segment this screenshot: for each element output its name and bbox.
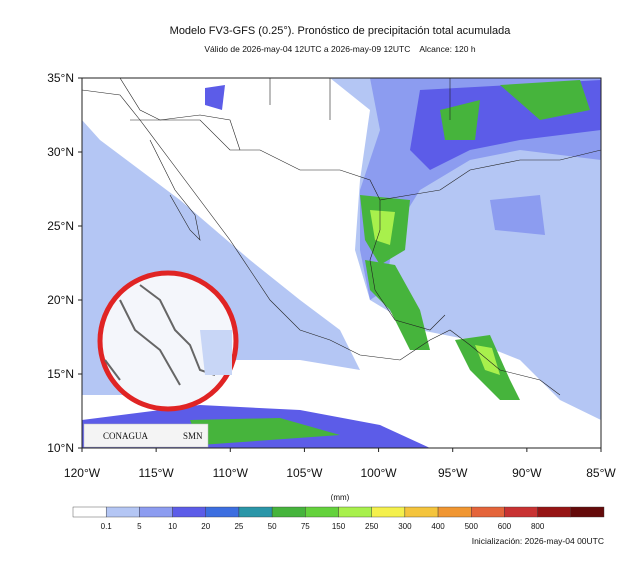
colorbar-swatch (238, 506, 273, 518)
colorbar-swatch (437, 506, 472, 518)
colorbar-label: 10 (168, 522, 177, 531)
colorbar-swatch (504, 506, 538, 518)
colorbar-swatch (338, 506, 372, 518)
colorbar-label: 25 (234, 522, 243, 531)
lat-label: 15°N (47, 367, 74, 381)
colorbar-unit: (mm) (331, 493, 350, 502)
lon-label: 100°W (360, 466, 397, 480)
lon-label: 115°W (139, 466, 175, 480)
logo-text: CONAGUA (103, 431, 149, 441)
colorbar-swatch (72, 506, 107, 518)
colorbar-label: 75 (301, 522, 310, 531)
colorbar-label: 0.1 (101, 522, 113, 531)
title: Modelo FV3-GFS (0.25°). Pronóstico de pr… (170, 25, 512, 37)
colorbar-label: 800 (531, 522, 545, 531)
colorbar-swatch (139, 506, 173, 518)
colorbar-swatch (172, 506, 206, 518)
colorbar-swatch (570, 506, 605, 518)
logo-text: SMN (183, 431, 203, 441)
lon-label: 110°W (213, 466, 249, 480)
lon-label: 90°W (512, 466, 542, 480)
colorbar-label: 5 (137, 522, 142, 531)
lon-label: 85°W (586, 466, 616, 480)
lat-label: 25°N (47, 219, 74, 233)
colorbar-label: 150 (332, 522, 346, 531)
colorbar-label: 300 (398, 522, 412, 531)
colorbar-label: 600 (498, 522, 512, 531)
colorbar-label: 500 (465, 522, 479, 531)
colorbar-swatch (537, 506, 572, 518)
colorbar-label: 400 (431, 522, 445, 531)
init-text: Inicialización: 2026-may-04 00UTC (472, 536, 604, 546)
lat-label: 35°N (47, 71, 74, 85)
lat-label: 10°N (47, 441, 74, 455)
lon-label: 105°W (286, 466, 323, 480)
colorbar-swatch (105, 506, 140, 518)
colorbar-swatch (305, 506, 339, 518)
colorbar-swatch (471, 506, 505, 518)
colorbar-swatch (271, 506, 306, 518)
colorbar-swatch (205, 506, 240, 518)
subtitle: Válido de 2026-may-04 12UTC a 2026-may-0… (204, 44, 475, 54)
colorbar-swatch (404, 506, 439, 518)
lat-label: 20°N (47, 293, 74, 307)
lon-label: 95°W (438, 466, 468, 480)
colorbar-label: 250 (365, 522, 379, 531)
colorbar-label: 50 (268, 522, 277, 531)
colorbar-swatch (371, 506, 406, 518)
lat-label: 30°N (47, 145, 74, 159)
lon-label: 120°W (64, 466, 101, 480)
colorbar: 0.1 5 10 20 25 50 75 150 250 300 400 500 600 800 (72, 506, 605, 531)
colorbar-label: 20 (201, 522, 210, 531)
